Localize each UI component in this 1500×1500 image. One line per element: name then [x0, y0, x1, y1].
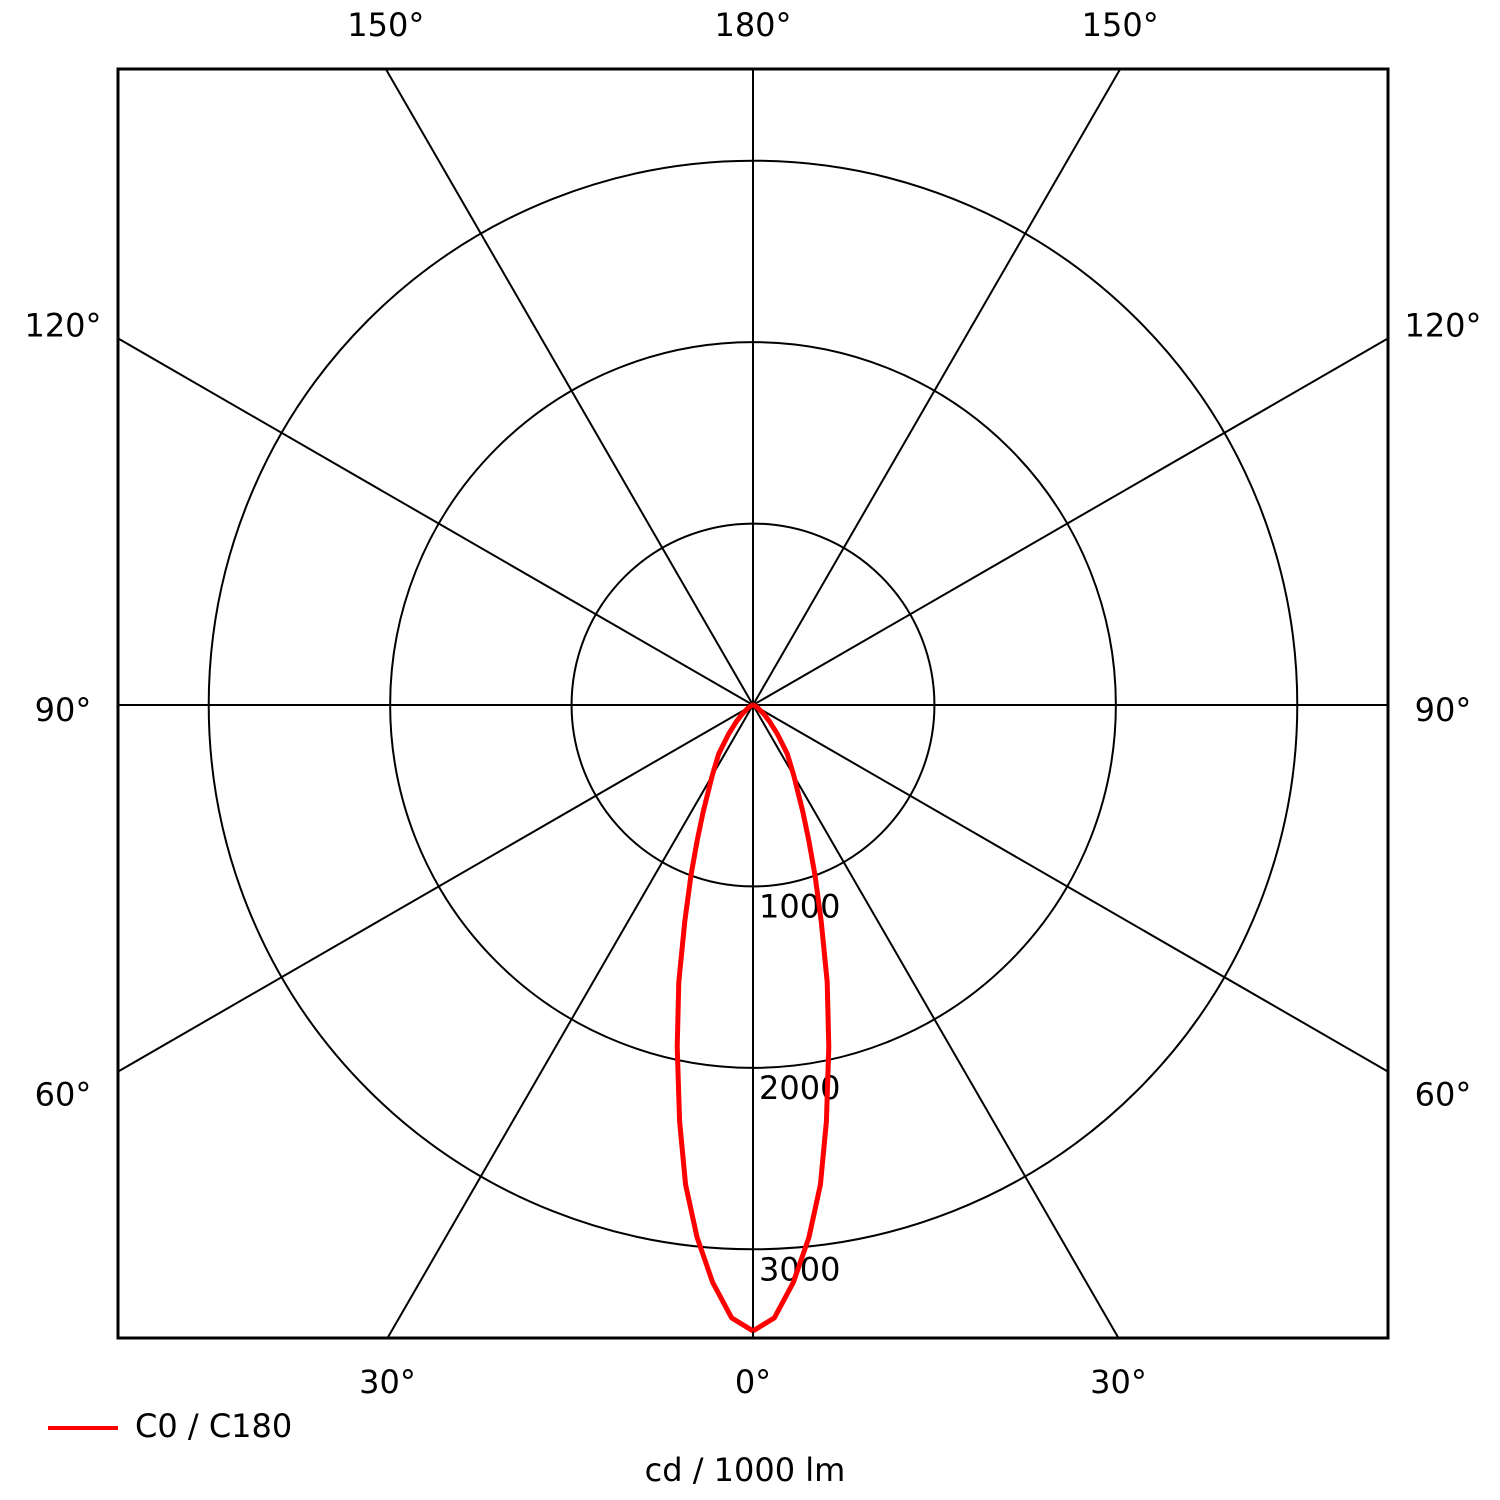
grid-spoke — [752, 337, 1389, 706]
angle-label: 150° — [1082, 6, 1159, 44]
grid-spoke — [384, 68, 754, 706]
grid-spoke — [117, 704, 754, 1073]
angle-label: 60° — [1415, 1076, 1472, 1114]
grid-spoke — [752, 68, 1122, 706]
angle-label: 60° — [35, 1076, 92, 1114]
unit-label: cd / 1000 lm — [645, 1451, 846, 1489]
angle-label: 90° — [1415, 691, 1472, 729]
angle-label: 120° — [1404, 306, 1481, 344]
legend-label: C0 / C180 — [135, 1407, 292, 1445]
angle-label: 0° — [735, 1363, 771, 1401]
angle-label: 90° — [35, 691, 92, 729]
r-tick-label: 1000 — [759, 887, 840, 925]
angle-label: 120° — [24, 306, 101, 344]
grid-spoke — [752, 704, 1120, 1339]
grid-spoke — [752, 704, 1389, 1073]
angle-label: 180° — [714, 6, 791, 44]
angle-label: 30° — [1090, 1363, 1147, 1401]
intensity-curve — [674, 702, 755, 1334]
angle-label: 30° — [359, 1363, 416, 1401]
grid-spoke — [386, 704, 754, 1339]
angle-label: 150° — [347, 6, 424, 44]
intensity-curve — [751, 702, 832, 1334]
grid-spoke — [117, 337, 754, 706]
